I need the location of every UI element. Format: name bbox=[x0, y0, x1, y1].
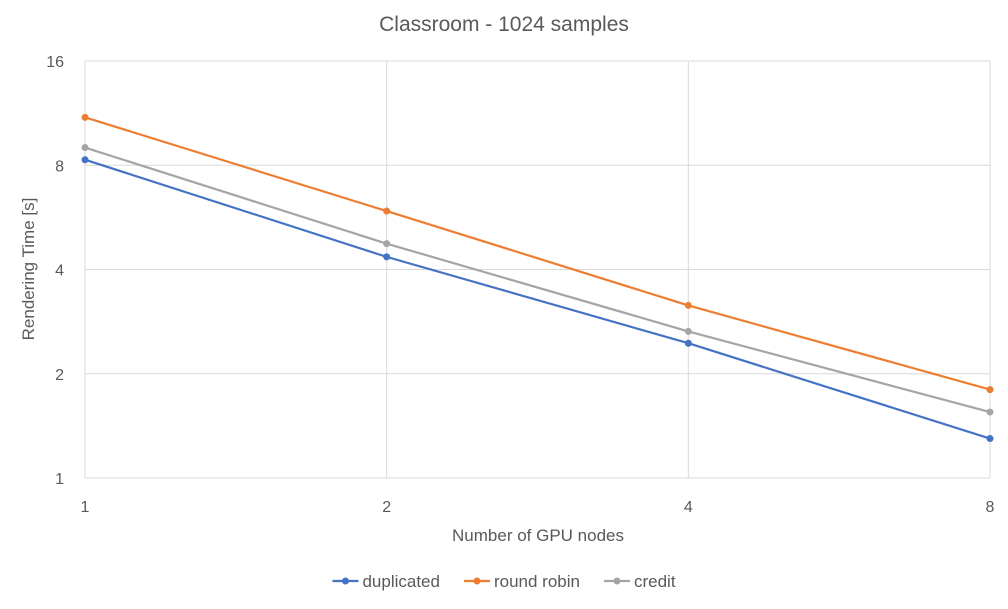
x-axis-label: Number of GPU nodes bbox=[452, 526, 624, 545]
series-line bbox=[84, 146, 991, 414]
y-tick-labels: 1 2 4 8 16 bbox=[46, 54, 64, 488]
data-point bbox=[986, 408, 994, 416]
legend-marker bbox=[473, 577, 481, 585]
y-tick-label: 4 bbox=[55, 263, 64, 280]
legend-label: duplicated bbox=[362, 572, 440, 591]
data-point bbox=[81, 156, 89, 164]
legend-label: credit bbox=[634, 572, 676, 591]
series-line bbox=[84, 158, 991, 440]
data-point bbox=[81, 144, 89, 152]
x-tick-label: 1 bbox=[81, 499, 90, 516]
y-tick-label: 16 bbox=[46, 54, 64, 71]
data-point bbox=[684, 327, 692, 335]
x-tick-label: 4 bbox=[684, 499, 693, 516]
legend: duplicated round robin credit bbox=[332, 572, 676, 591]
x-tick-labels: 1 2 4 8 bbox=[81, 499, 995, 516]
data-point bbox=[383, 240, 391, 248]
y-tick-label: 1 bbox=[55, 471, 64, 488]
data-point bbox=[383, 253, 391, 261]
gridlines bbox=[84, 60, 991, 479]
data-point bbox=[81, 113, 89, 121]
chart-title: Classroom - 1024 samples bbox=[379, 13, 629, 36]
x-tick-label: 2 bbox=[382, 499, 391, 516]
data-point bbox=[684, 339, 692, 347]
legend-label: round robin bbox=[494, 572, 580, 591]
x-tick-label: 8 bbox=[986, 499, 995, 516]
y-axis-label: Rendering Time [s] bbox=[19, 198, 38, 341]
data-point bbox=[684, 301, 692, 309]
data-point bbox=[383, 207, 391, 215]
series-line bbox=[84, 116, 991, 391]
legend-marker bbox=[341, 577, 349, 585]
data-point bbox=[986, 386, 994, 394]
legend-marker bbox=[613, 577, 621, 585]
series-lines bbox=[81, 113, 994, 443]
y-tick-label: 2 bbox=[55, 367, 64, 384]
y-tick-label: 8 bbox=[55, 158, 64, 175]
data-point bbox=[986, 435, 994, 443]
